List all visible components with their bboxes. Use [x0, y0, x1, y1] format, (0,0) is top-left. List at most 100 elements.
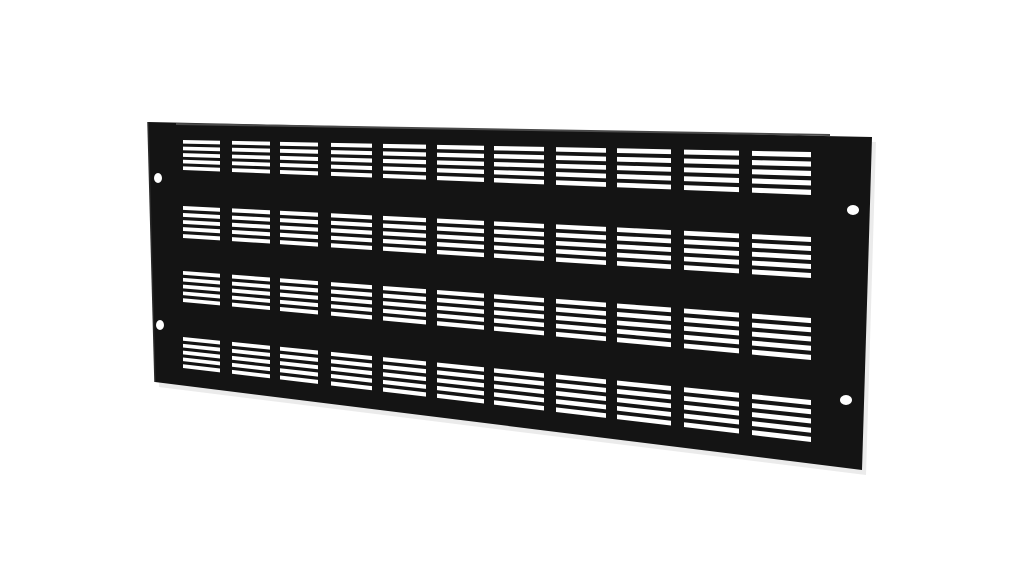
vent-slot: [617, 380, 671, 391]
vent-slot: [752, 313, 811, 324]
vent-slot: [617, 173, 671, 181]
vent-slot: [684, 334, 739, 345]
vent-slot: [183, 343, 220, 352]
vent-slot: [494, 145, 544, 152]
vent-slot: [556, 163, 606, 170]
vent-slot: [684, 404, 739, 416]
vent-slot: [752, 331, 811, 342]
vent-slot: [437, 290, 484, 298]
vent-slot: [437, 321, 484, 330]
vent-slot: [280, 141, 318, 147]
vent-slot: [494, 294, 544, 303]
vent-slot: [437, 385, 484, 396]
vent-slot: [437, 313, 484, 322]
vent-slot: [684, 325, 739, 336]
vent-slot: [752, 260, 811, 269]
vent-slot: [437, 249, 484, 258]
vent-slot: [183, 140, 220, 145]
vent-slot: [752, 234, 811, 242]
vent-slot: [183, 271, 220, 278]
vent-slot: [617, 337, 671, 348]
vent-slot: [752, 150, 811, 158]
vent-slot: [437, 152, 484, 159]
vent-slot: [383, 308, 426, 317]
vent-slot: [556, 147, 606, 153]
vent-slot: [494, 221, 544, 229]
vent-slot: [331, 366, 372, 376]
vent-slot: [232, 295, 270, 303]
vent-slot: [331, 213, 372, 220]
vent-slot: [556, 224, 606, 232]
vent-slot: [232, 237, 270, 244]
vent-slot: [494, 318, 544, 328]
vent-slot: [280, 232, 318, 240]
vent-slot: [494, 253, 544, 261]
vent-slot: [280, 285, 318, 293]
vent-slot: [556, 249, 606, 257]
vent-slot: [617, 414, 671, 426]
vent-slot: [183, 166, 220, 172]
vent-slot: [556, 155, 606, 162]
vent-slot: [331, 171, 372, 178]
vent-slot: [437, 144, 484, 151]
vent-slot: [280, 368, 318, 377]
vent-slot: [617, 303, 671, 313]
vent-slot: [383, 285, 426, 294]
vent-slot: [556, 171, 606, 179]
vent-slot: [383, 372, 426, 382]
vent-slot: [556, 374, 606, 385]
vent-slot: [617, 261, 671, 270]
vent-slot: [556, 382, 606, 393]
vent-slot: [494, 153, 544, 160]
vent-slot: [684, 343, 739, 354]
vent-slot: [684, 239, 739, 248]
vent-slot: [280, 346, 318, 355]
vent-slot: [383, 166, 426, 172]
vent-slot: [383, 357, 426, 366]
vent-slot: [331, 164, 372, 171]
vent-slot: [280, 307, 318, 315]
vent-slot: [684, 317, 739, 327]
vent-slot: [494, 302, 544, 311]
vent-slot: [617, 252, 671, 261]
vent-slot: [280, 210, 318, 217]
vent-slot: [752, 242, 811, 251]
vent-slot: [280, 169, 318, 176]
vent-slot: [684, 158, 739, 165]
vent-slot: [331, 142, 372, 148]
vent-slot: [331, 296, 372, 305]
vent-slot: [280, 361, 318, 370]
vent-slot: [752, 412, 811, 424]
vent-slot: [752, 421, 811, 433]
vent-slot: [183, 159, 220, 165]
vent-slot: [617, 405, 671, 417]
mounting-hole: [840, 395, 852, 405]
vent-slot: [556, 180, 606, 187]
vent-slot: [331, 359, 372, 368]
vent-slot: [383, 301, 426, 309]
vent-slot: [437, 168, 484, 175]
vent-slot: [556, 407, 606, 418]
vent-slot: [684, 167, 739, 174]
vent-slot: [617, 389, 671, 400]
vent-slot: [383, 387, 426, 397]
vent-slot: [331, 373, 372, 383]
vent-slot: [232, 355, 270, 364]
vent-slot: [280, 353, 318, 362]
vent-slot: [684, 396, 739, 407]
vent-slot: [494, 326, 544, 336]
vent-slot: [437, 297, 484, 306]
vent-slot: [437, 226, 484, 234]
vent-slot: [280, 299, 318, 308]
vent-slot: [437, 393, 484, 404]
vent-slot: [437, 305, 484, 314]
vent-slot: [280, 162, 318, 169]
vent-slot: [752, 394, 811, 406]
vent-slot: [183, 350, 220, 359]
vent-slot: [383, 293, 426, 302]
vent-slot: [556, 323, 606, 333]
vent-slot: [383, 143, 426, 149]
vent-slot: [232, 288, 270, 296]
vent-slot: [232, 229, 270, 237]
